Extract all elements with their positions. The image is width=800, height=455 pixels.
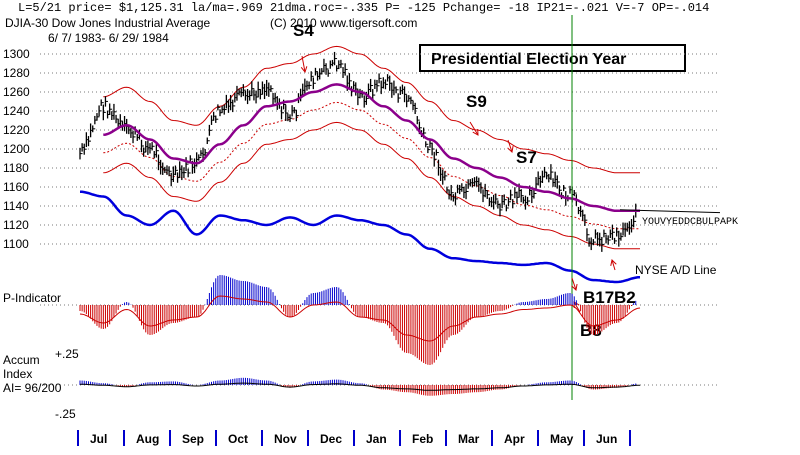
nyse-label: NYSE A/D Line [635,263,717,277]
arrow-s4 [301,55,306,73]
date-range: 6/ 7/ 1983- 6/ 29/ 1984 [48,31,169,45]
arrow-b17-head [571,284,578,291]
accum-panel [40,377,720,396]
y-tick-label: 1120 [3,218,29,232]
accum-top-label: +.25 [55,347,79,361]
y-tick-label: 1160 [3,180,29,194]
arrow-s4-head [300,66,308,74]
y-tick-label: 1220 [3,123,30,137]
y-tick-label: 1180 [3,161,29,175]
ad-path [80,190,640,284]
title-box-text: Presidential Election Year [431,51,626,68]
p-indicator-label: P-Indicator [3,291,61,305]
accum-label-3: AI= 96/200 [3,381,62,395]
arrow-b2 [611,259,616,271]
signal-s7: S7 [516,148,537,167]
month-label: Jul [90,432,107,446]
header-stats: L=5/21 price= $1,125.31 la/ma=.969 21dma… [18,1,709,15]
month-label: Sep [182,432,204,446]
y-tick-label: 1300 [3,47,30,61]
signal-s9: S9 [466,92,487,111]
index-name: DJIA-30 Dow Jones Industrial Average [5,16,211,30]
arrow-s7-head [507,146,514,153]
arrow-b8 [573,301,581,313]
signals [300,55,617,313]
title-box [419,44,686,72]
month-label: Feb [412,432,433,446]
inner-band [103,101,640,230]
month-label: Mar [458,432,480,446]
month-label: Apr [504,432,525,446]
month-label: Oct [228,432,248,446]
arrow-s9 [469,121,479,136]
y-tick-label: 1240 [3,104,30,118]
month-label: Dec [320,432,342,446]
signal-s4: S4 [293,21,314,40]
accum-ma-line [80,382,640,391]
ma-path [103,83,640,213]
accum-bottom-label: -.25 [55,407,76,421]
y-tick-label: 1280 [3,66,30,80]
accum-label-2: Index [3,367,32,381]
price-bands [103,45,640,250]
p-indicator-panel [40,275,720,365]
month-label: May [550,432,574,446]
ma-extension [619,209,721,214]
arrow-s9-head [472,128,479,136]
lower-band [103,121,640,250]
y-tick-label: 1140 [3,199,29,213]
y-tick-label: 1200 [3,142,30,156]
arrow-b17 [571,277,577,291]
y-tick-label: 1260 [3,85,30,99]
garbled-label: YOUVYEDDCBULPAPK [642,217,738,228]
accum-label-1: Accum [3,353,40,367]
signal-b17: B17 [583,288,614,307]
signal-b2: B2 [614,288,636,307]
month-label: Aug [136,432,159,446]
p-ma-line [79,295,641,342]
y-tick-label: 1100 [3,237,29,251]
accum-bars [79,377,637,396]
moving-average [103,83,721,214]
month-label: Jan [366,432,387,446]
p-bars [79,275,637,365]
month-axis: Jul Aug Sep Oct Nov Dec Jan Feb Mar Apr May Jun [77,430,631,446]
copyright: (C) 2010 www.tigersoft.com [270,16,417,30]
month-label: Jun [596,432,617,446]
upper-band [103,45,640,174]
nyse-ad-line [80,190,640,284]
arrow-s7 [507,139,513,153]
arrow-b2-head [610,259,617,266]
month-label: Nov [274,432,297,446]
